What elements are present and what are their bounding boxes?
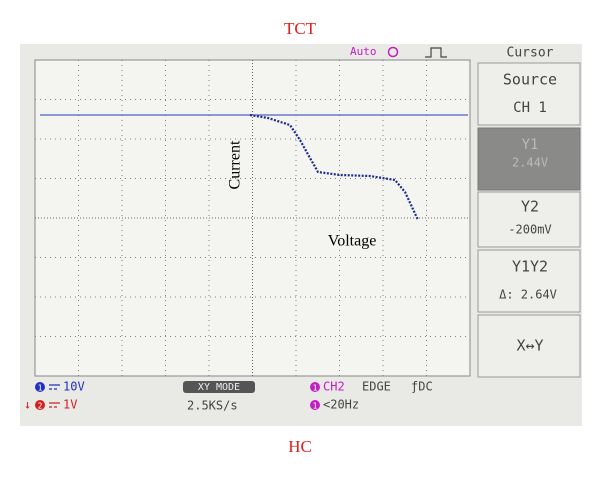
trigger-badge-bg xyxy=(310,382,320,392)
menu-title: Cursor xyxy=(507,46,554,61)
bottom-label: HC xyxy=(288,437,312,456)
ch1-badge-bg xyxy=(35,382,45,392)
menu-value: -200mV xyxy=(508,223,551,237)
y-annotation: Current xyxy=(227,140,244,189)
menu-label: Y1Y2 xyxy=(512,258,548,276)
trigger-badge: 1 xyxy=(313,384,318,393)
trigger-mode: Auto xyxy=(350,45,377,58)
ch1-scale: 10V xyxy=(63,380,85,394)
ch2-badge-bg xyxy=(35,400,45,410)
dc-icon xyxy=(49,384,60,390)
menu-value: CH 1 xyxy=(513,100,547,116)
menu-value: 2.44V xyxy=(512,156,548,170)
ch2-marker: ↓ xyxy=(24,398,31,412)
menu-box xyxy=(477,191,581,248)
menu-box xyxy=(477,249,581,313)
x-annotation: Voltage xyxy=(328,233,377,250)
menu-label: Source xyxy=(503,71,557,89)
ch1-badge: 1 xyxy=(38,384,43,393)
pulse-icon xyxy=(425,47,447,58)
dc-icon xyxy=(49,402,60,408)
menu-box xyxy=(477,62,581,126)
trigger-source: CH2 xyxy=(323,380,345,394)
trigger-type: EDGE xyxy=(362,380,391,394)
menu-label: Y2 xyxy=(521,198,539,216)
ch2-badge: 2 xyxy=(38,402,43,411)
mode: XY MODE xyxy=(198,382,240,393)
menu-box-selected xyxy=(477,127,581,191)
menu-value: Δ: 2.64V xyxy=(499,288,557,302)
trace xyxy=(249,113,419,221)
ch2-scale: 1V xyxy=(63,398,77,412)
coupling: ƒDC xyxy=(411,380,433,394)
filter: <20Hz xyxy=(323,398,359,412)
menu-box xyxy=(477,314,581,378)
trigger-icon xyxy=(387,46,399,58)
menu-label: X↔Y xyxy=(516,337,543,355)
filter-badge-bg xyxy=(310,400,320,410)
sample-rate: 2.5KS/s xyxy=(187,399,238,413)
mode-box xyxy=(183,381,255,393)
menu-label: Y1 xyxy=(522,137,539,153)
top-label: TCT xyxy=(284,19,317,38)
filter-badge: 1 xyxy=(313,402,318,411)
